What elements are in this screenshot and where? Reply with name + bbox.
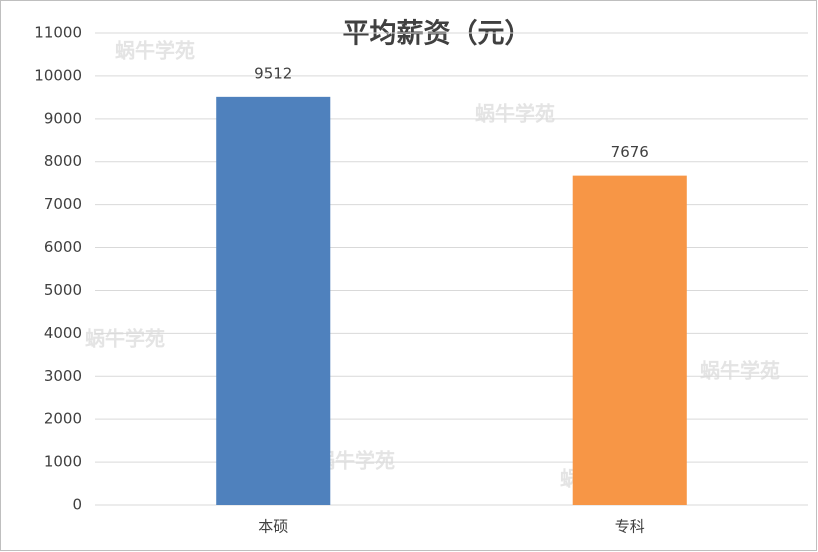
watermark: 蜗牛学苑 [85,327,165,351]
y-tick-label: 9000 [44,109,82,127]
y-tick-label: 4000 [44,324,82,342]
watermark: 蜗牛学苑 [115,39,195,63]
y-tick-label: 1000 [44,453,82,471]
bar [216,96,331,505]
bar [572,175,687,505]
y-tick-label: 11000 [34,24,82,42]
y-tick-label: 5000 [44,281,82,299]
watermark: 蜗牛学苑 [475,102,555,126]
x-tick-label: 专科 [615,518,645,536]
data-label: 9512 [254,64,292,82]
y-tick-label: 10000 [34,66,82,84]
chart-title: 平均薪资（元） [343,19,532,50]
y-tick-label: 2000 [44,410,82,428]
x-tick-label: 本硕 [258,518,288,536]
y-tick-label: 8000 [44,152,82,170]
y-tick-label: 7000 [44,195,82,213]
data-label: 7676 [611,143,649,161]
watermark: 蜗牛学苑 [700,359,780,383]
y-tick-label: 6000 [44,238,82,256]
y-tick-label: 3000 [44,367,82,385]
y-tick-label: 0 [72,496,82,514]
